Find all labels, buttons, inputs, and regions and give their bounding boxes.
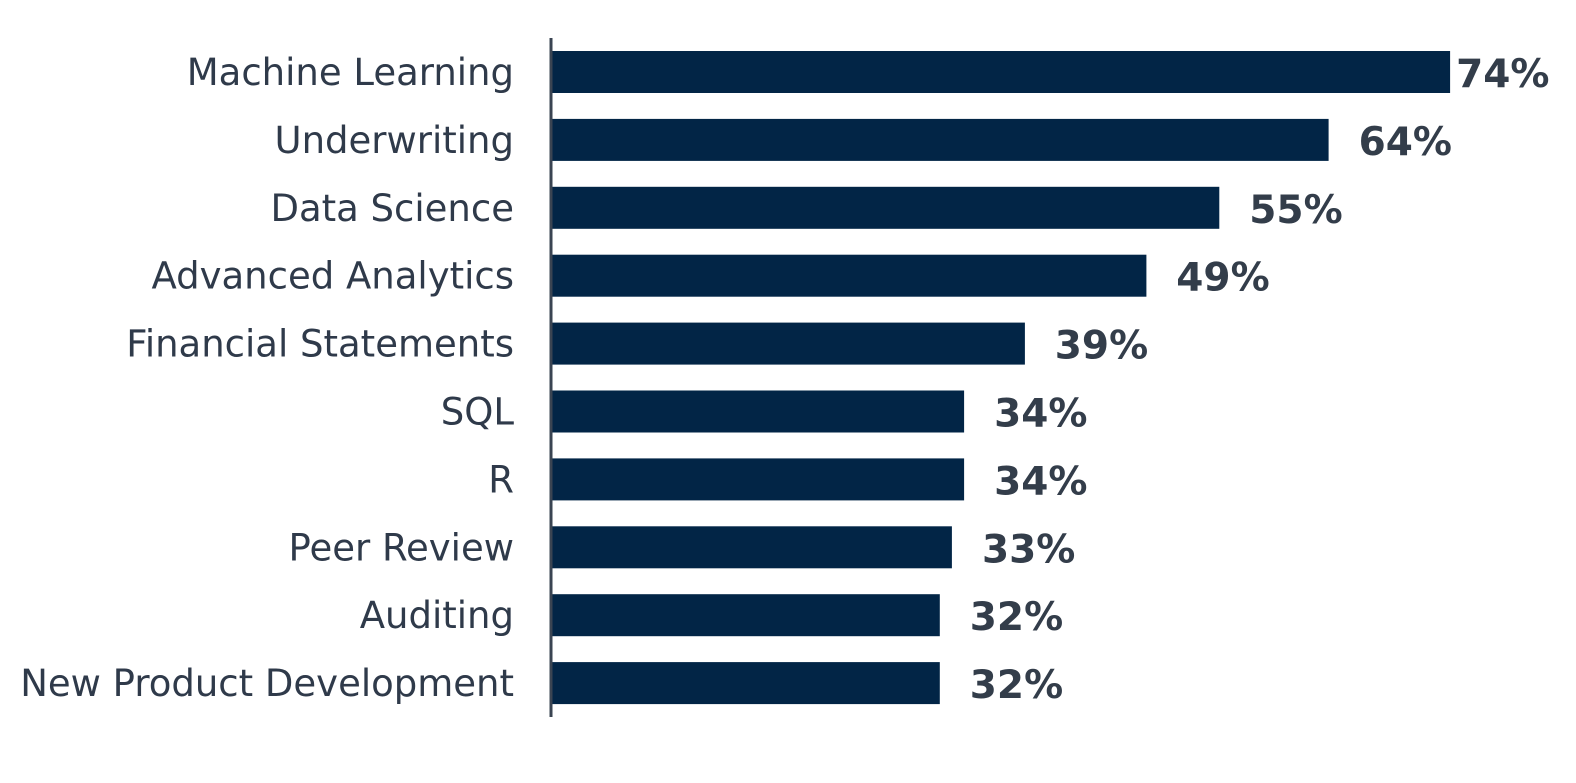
category-label: Auditing [360, 594, 514, 637]
category-label: Advanced Analytics [151, 255, 514, 298]
value-label: 33% [982, 527, 1075, 572]
bar [551, 526, 952, 569]
bar [551, 254, 1147, 297]
category-labels-layer: Machine Learning Underwriting Data Science… [20, 51, 514, 705]
value-labels-layer: 74%64% 55% 49% 39% 34% 34% 33% 32% 32% [970, 52, 1550, 708]
bar [551, 390, 965, 433]
bar [551, 51, 1451, 93]
value-label: 55% [1249, 188, 1342, 233]
category-label: Underwriting [275, 119, 514, 162]
bar [551, 186, 1220, 229]
bar [551, 118, 1329, 161]
value-label: 34% [994, 459, 1087, 504]
category-label: Data Science [270, 187, 514, 230]
value-label: 64% [1359, 120, 1452, 165]
value-label: 34% [994, 392, 1087, 437]
value-label: 32% [970, 663, 1063, 708]
category-label: New Product Development [20, 662, 514, 705]
value-label: 49% [1176, 256, 1269, 301]
category-label: R [488, 458, 514, 501]
bars-layer [551, 51, 1451, 705]
category-label: Peer Review [288, 526, 514, 569]
bar [551, 662, 940, 705]
bar [551, 594, 940, 637]
category-label: Financial Statements [126, 323, 514, 366]
value-label: 39% [1055, 324, 1148, 369]
category-label: SQL [441, 391, 515, 434]
value-label: 32% [970, 595, 1063, 640]
value-label: 74% [1456, 52, 1549, 97]
bar [551, 458, 965, 501]
bar [551, 322, 1025, 365]
category-label: Machine Learning [187, 51, 514, 94]
